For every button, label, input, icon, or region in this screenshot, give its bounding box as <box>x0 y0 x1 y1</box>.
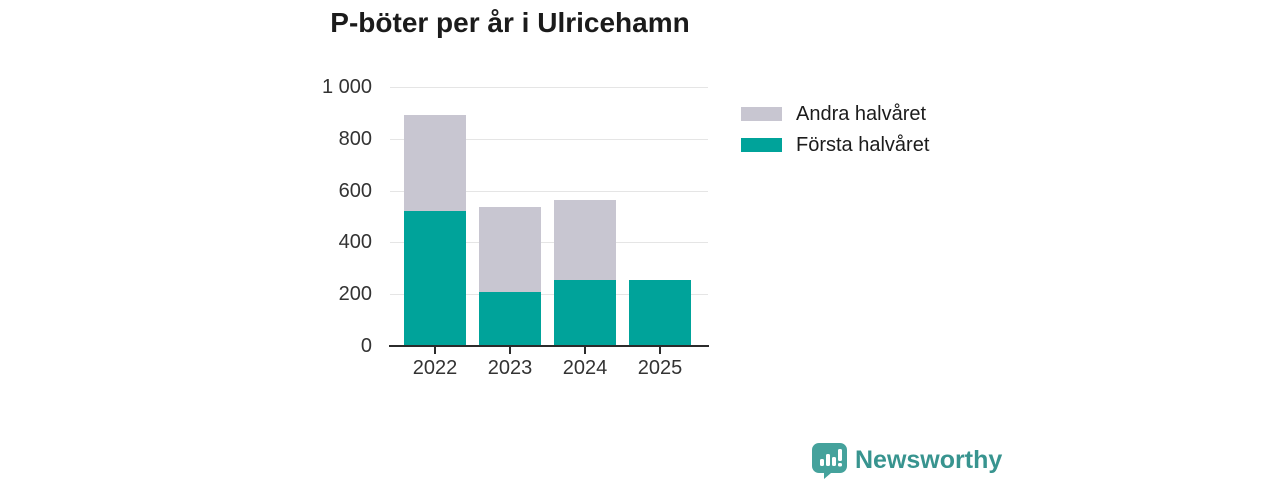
x-axis-line <box>389 345 709 347</box>
legend: Andra halvåret Första halvåret <box>741 103 929 165</box>
legend-swatch <box>741 138 782 152</box>
gridline <box>390 87 708 88</box>
y-axis-tick-label: 0 <box>360 335 372 357</box>
newsworthy-logo-icon <box>812 443 847 479</box>
y-axis-tick-label: 400 <box>338 231 372 254</box>
x-axis-tick-label: 2025 <box>637 357 683 379</box>
bar-segment <box>554 279 616 346</box>
y-axis-tick-label: 600 <box>338 179 372 202</box>
brand-footer: Newsworthy <box>811 442 1002 479</box>
y-axis-tick-label: 200 <box>338 283 372 306</box>
x-axis-tick <box>509 347 511 354</box>
gridline <box>390 242 708 244</box>
x-axis-tick-label: 2022 <box>412 357 458 379</box>
y-axis-tick-label: 1 000 <box>321 76 372 98</box>
y-axis-tick-label: 800 <box>338 127 372 150</box>
x-axis-tick <box>434 347 436 354</box>
x-axis-tick <box>584 347 586 354</box>
bar-segment <box>629 279 691 346</box>
chart-title: P-böter per år i Ulricehamn <box>330 7 690 38</box>
x-axis-tick-label: 2023 <box>487 357 533 379</box>
legend-row: Andra halvåret <box>741 103 929 125</box>
gridline <box>390 294 708 296</box>
bar-segment <box>404 211 466 346</box>
bar-segment <box>479 207 541 292</box>
legend-label: Första halvåret <box>796 134 930 156</box>
gridline <box>390 190 708 192</box>
legend-swatch <box>741 107 782 121</box>
brand-wordmark: Newsworthy <box>855 446 1003 474</box>
bar-segment <box>479 291 541 346</box>
x-axis-tick-label: 2024 <box>562 357 608 379</box>
bar-segment <box>554 199 616 280</box>
bar-segment <box>404 115 466 212</box>
x-axis-tick <box>659 347 661 354</box>
legend-label: Andra halvåret <box>796 103 927 125</box>
legend-row: Första halvåret <box>741 134 929 156</box>
gridline <box>390 138 708 140</box>
